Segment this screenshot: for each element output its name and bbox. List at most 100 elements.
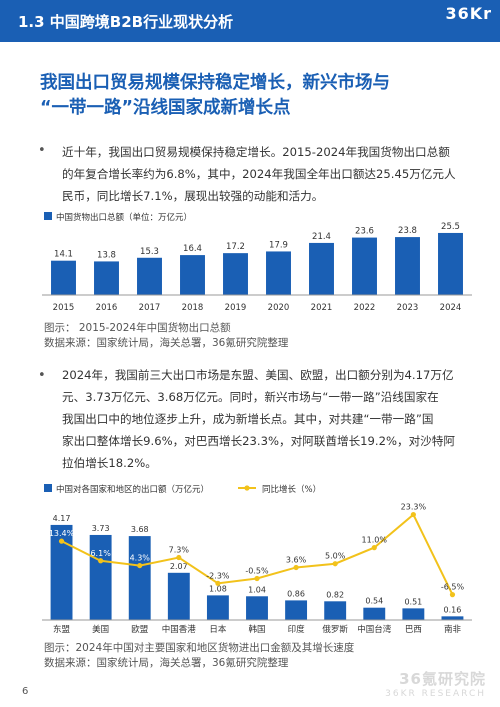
x-tick-label: 日本 bbox=[209, 624, 227, 635]
bar-value-label: 1.08 bbox=[209, 584, 227, 593]
x-tick-label: 韩国 bbox=[248, 624, 265, 635]
x-tick-label: 2018 bbox=[182, 303, 204, 313]
bullet-icon: • bbox=[38, 368, 46, 383]
growth-label: 7.3% bbox=[169, 546, 190, 555]
bar bbox=[180, 255, 205, 295]
data-label: 23.6 bbox=[355, 227, 374, 237]
growth-point bbox=[176, 554, 182, 561]
paragraph-line: 家出口整体增长9.6%，对巴西增长23.3%，对阿联酋增长19.2%，对沙特阿 bbox=[62, 434, 455, 448]
growth-label: -0.5% bbox=[245, 566, 269, 575]
data-label: 23.8 bbox=[398, 226, 417, 236]
growth-label: -2.3% bbox=[206, 571, 230, 580]
paragraph-line: 元、3.73万亿元、3.68万亿元。同时，新兴市场与“一带一路”沿线国家在 bbox=[62, 390, 439, 404]
growth-point bbox=[371, 545, 377, 551]
headline-line-2: “一带一路”沿线国家成新增长点 bbox=[40, 98, 291, 118]
paragraph-line: 2024年，我国前三大出口市场是东盟、美国、欧盟，出口额分别为4.17万亿 bbox=[62, 368, 454, 382]
x-tick-label: 2022 bbox=[354, 303, 376, 313]
growth-label: -6.5% bbox=[441, 583, 465, 592]
x-tick-label: 2017 bbox=[139, 303, 161, 313]
bar bbox=[395, 237, 420, 295]
figure-source-2: 数据来源：国家统计局，海关总署，36氪研究院整理 bbox=[44, 657, 289, 669]
x-tick-label: 2020 bbox=[268, 303, 290, 313]
bar bbox=[363, 607, 386, 620]
section-title: 1.3 中国跨境B2B行业现状分析 bbox=[18, 13, 234, 31]
bar-value-label: 0.16 bbox=[444, 605, 462, 614]
bar bbox=[94, 261, 119, 295]
growth-label: 5.0% bbox=[325, 552, 346, 561]
bar-value-label: 0.86 bbox=[287, 589, 305, 598]
x-tick-label: 印度 bbox=[288, 624, 306, 635]
growth-line bbox=[61, 512, 454, 596]
bar bbox=[167, 572, 190, 620]
page-number: 6 bbox=[22, 686, 29, 697]
growth-point bbox=[137, 562, 143, 569]
x-tick-label: 2015 bbox=[53, 303, 75, 313]
bar bbox=[441, 616, 464, 620]
paragraph-line: 近十年，我国出口贸易规模保持稳定增长。2015-2024年我国货物出口总额 bbox=[62, 145, 450, 159]
bar-value-label: 0.82 bbox=[326, 590, 344, 599]
x-tick-label: 南非 bbox=[444, 624, 462, 635]
growth-label: 4.3% bbox=[130, 554, 151, 563]
legend-label: 同比增长（%） bbox=[262, 484, 321, 495]
bar bbox=[246, 596, 268, 620]
bar-value-label: 2.07 bbox=[170, 562, 188, 571]
figure-caption-1: 图示： 2015-2024年中国货物出口总额 bbox=[44, 322, 231, 334]
figure-caption-2: 图示：2024年中国对主要国家和地区货物进出口金额及其增长速度 bbox=[44, 642, 355, 654]
x-tick-label: 2021 bbox=[311, 303, 333, 313]
growth-point bbox=[215, 580, 221, 586]
data-label: 17.2 bbox=[226, 242, 245, 252]
legend-swatch bbox=[44, 212, 52, 220]
data-label: 15.3 bbox=[140, 247, 159, 257]
growth-label: 11.0% bbox=[362, 536, 388, 545]
x-tick-label: 2016 bbox=[96, 303, 118, 313]
headline: 我国出口贸易规模保持稳定增长，新兴市场与 “一带一路”沿线国家成新增长点 bbox=[40, 71, 480, 121]
legend-line-marker bbox=[244, 485, 250, 491]
growth-label: 6.1% bbox=[90, 549, 111, 558]
x-tick-label: 俄罗斯 bbox=[322, 624, 348, 635]
growth-point bbox=[254, 575, 260, 582]
bar bbox=[137, 257, 162, 295]
legend-label: 中国货物出口总额（单位：万亿元） bbox=[56, 212, 192, 223]
paragraph-line: 民币，同比增长7.1%，展现出较强的动能和活力。 bbox=[62, 189, 324, 203]
x-tick-label: 2023 bbox=[397, 303, 419, 313]
x-tick-label: 欧盟 bbox=[131, 624, 149, 635]
bar-value-label: 4.17 bbox=[53, 514, 71, 523]
growth-point bbox=[449, 592, 456, 598]
export-total-chart: 中国货物出口总额（单位：万亿元） 14.1 2015 13.8 2016 15.3 2017… bbox=[42, 212, 472, 313]
x-tick-label: 中国香港 bbox=[162, 624, 197, 635]
growth-point bbox=[410, 511, 416, 518]
paragraph-1: 近十年，我国出口贸易规模保持稳定增长。2015-2024年我国货物出口总额 的年… bbox=[62, 141, 472, 207]
x-tick-label: 美国 bbox=[92, 624, 109, 635]
bar bbox=[402, 608, 425, 620]
bar-value-label: 0.51 bbox=[404, 597, 422, 606]
bar bbox=[266, 251, 291, 295]
bar bbox=[51, 260, 76, 295]
bar bbox=[50, 524, 73, 620]
x-tick-label: 巴西 bbox=[405, 625, 422, 635]
bar bbox=[438, 232, 463, 295]
bar-value-label: 3.73 bbox=[92, 524, 110, 533]
growth-point bbox=[293, 564, 299, 571]
paragraph-line: 拉伯增长18.2%。 bbox=[62, 456, 157, 470]
footer-brand-en: 36KR RESEARCH bbox=[385, 689, 486, 699]
bar bbox=[206, 595, 229, 620]
brand-logo: 36Kr bbox=[445, 4, 492, 23]
data-label: 16.4 bbox=[183, 244, 202, 254]
headline-line-1: 我国出口贸易规模保持稳定增长，新兴市场与 bbox=[40, 73, 390, 93]
growth-point bbox=[98, 558, 104, 564]
bar-value-label: 0.54 bbox=[365, 597, 383, 606]
page-header: 1.3 中国跨境B2B行业现状分析 36Kr bbox=[0, 0, 500, 42]
bar bbox=[309, 242, 334, 295]
x-tick-label: 2024 bbox=[440, 303, 462, 313]
x-tick-label: 中国台湾 bbox=[357, 624, 392, 635]
growth-label: 13.4% bbox=[49, 529, 75, 538]
bar bbox=[324, 601, 347, 620]
data-label: 25.5 bbox=[441, 222, 460, 232]
footer-brand-cn: 36氪研究院 bbox=[399, 670, 486, 688]
data-label: 17.9 bbox=[269, 240, 288, 250]
paragraph-2: 2024年，我国前三大出口市场是东盟、美国、欧盟，出口额分别为4.17万亿 元、… bbox=[62, 364, 472, 474]
bar bbox=[89, 534, 112, 620]
bar bbox=[223, 253, 248, 295]
data-label: 13.8 bbox=[97, 250, 116, 260]
bullet-icon: • bbox=[38, 143, 46, 158]
